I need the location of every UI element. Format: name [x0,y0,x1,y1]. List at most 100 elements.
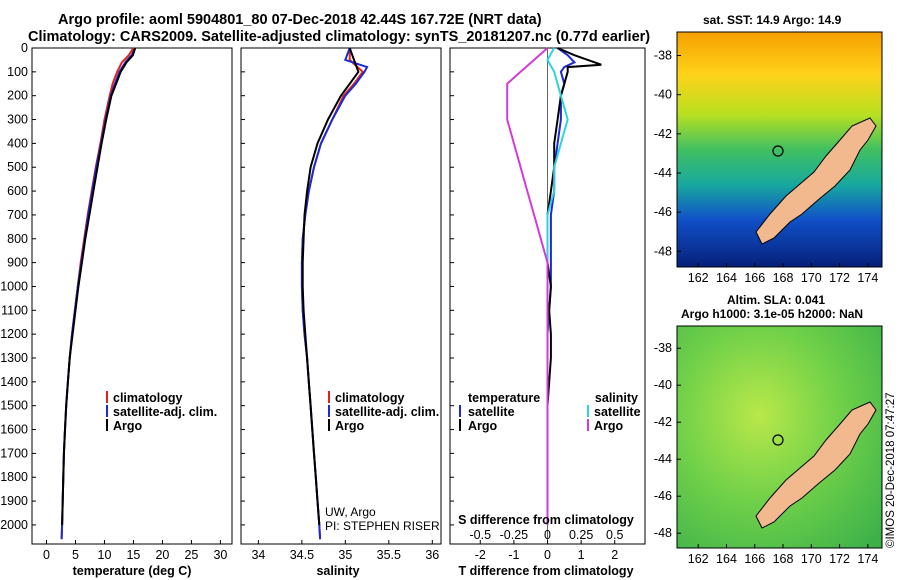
depth-tick-label: 200 [7,89,28,103]
map-x-tick-label: 168 [773,271,794,285]
depth-tick-label: 1800 [0,470,28,484]
map-x-tick-label: 170 [801,271,822,285]
map-y-tick-label: -44 [654,452,672,466]
legend-satellite: satellite-adj. clim. [113,405,217,419]
legend-argo: Argo [113,419,143,433]
legend-satellite: satellite-adj. clim. [335,405,439,419]
x-tick-label: 15 [126,548,140,562]
map-y-tick-label: -42 [654,415,672,429]
legend-swatch-temp-argo [459,419,461,431]
map-y-tick-label: -40 [654,88,672,102]
legend-swatch-satellite [106,405,108,417]
depth-tick-label: 1000 [0,279,28,293]
series-line-salinity-argo [506,47,549,525]
series-line-argo [61,47,137,525]
sst-map-title: sat. SST: 14.9 Argo: 14.9 [703,13,842,27]
x-tick-label: 1 [578,548,585,562]
x-tick-label: -1 [508,548,519,562]
x-tick-label: 20 [155,548,169,562]
depth-tick-label: 0 [21,41,28,55]
map-y-tick-label: -40 [654,378,672,392]
legend-climatology: climatology [335,391,405,405]
legend-sal-satellite: satellite [594,405,641,419]
salinity-annotation-line1: UW, Argo [325,505,376,519]
copyright: ©IMOS 20-Dec-2018 07:47:27 [885,392,897,548]
float-marker [772,145,784,157]
x-tick-label: 30 [213,548,227,562]
map-y-tick-label: -46 [654,489,672,503]
map-ticks: 162 164 166 168 170 172 174 -38 -40 -42 -44 -46 -48 1… [654,49,878,567]
legend-swatch-argo [328,419,330,431]
map-y-tick-label: -38 [654,49,672,63]
legend-argo: Argo [335,419,365,433]
depth-tick-label: 1400 [0,375,28,389]
legend-temp-argo: Argo [468,419,498,433]
map-x-tick-label: 170 [801,552,822,566]
s-tick-label: -0.25 [500,528,529,542]
temperature-legend: climatology satellite-adj. clim. Argo [106,391,217,433]
depth-tick-label: 1900 [0,494,28,508]
salinity-xlabel: salinity [316,564,359,578]
map-y-tick-label: -42 [654,127,672,141]
depth-tick-label: 1200 [0,327,28,341]
legend-swatch-sal-satellite [587,405,589,417]
float-marker [772,434,784,446]
temperature-panel: 0 5 10 15 20 25 30 [43,47,227,562]
coastline [755,401,877,529]
series-line-argo [301,47,360,525]
legend-climatology: climatology [113,391,183,405]
legend-swatch-temp-satellite [459,405,461,417]
map-y-tick-label: -46 [654,205,672,219]
x-tick-label: 5 [72,548,79,562]
map-y-tick-label: -48 [654,244,672,258]
depth-tick-label: 1500 [0,399,28,413]
s-tick-label: 0.5 [606,528,623,542]
sla-map-frame [676,325,883,549]
depth-tick-label: 400 [7,136,28,150]
x-tick-label: 25 [184,548,198,562]
depth-tick-label: 600 [7,184,28,198]
title-line-1: Argo profile: aoml 5904801_80 07-Dec-201… [58,12,542,28]
legend-temp-satellite: satellite [468,405,515,419]
depth-tick-label: 800 [7,232,28,246]
legend-salinity-header: salinity [595,391,638,405]
difference-xlabel: T difference from climatology [458,564,633,578]
s-tick-label: 0 [544,528,551,542]
depth-tick-label: 1300 [0,351,28,365]
map-x-tick-label: 168 [773,552,794,566]
sla-map-title-line1: Altim. SLA: 0.041 [727,293,826,307]
s-tick-label: -0.5 [469,528,491,542]
sla-map [677,326,882,548]
sst-map-frame [676,31,883,268]
title-line-2: Climatology: CARS2009. Satellite-adjuste… [28,29,651,45]
legend-swatch-argo [106,419,108,431]
depth-tick-label: 1700 [0,446,28,460]
depth-tick-label: 300 [7,113,28,127]
depth-tick-label: 1100 [1,303,28,317]
legend-sal-argo: Argo [594,419,624,433]
x-tick-label: 0 [544,548,551,562]
map-x-tick-label: 174 [857,552,878,566]
s-tick-label: 0.25 [569,528,593,542]
x-tick-label: 2 [611,548,618,562]
legend-swatch-sal-argo [587,419,589,431]
map-x-tick-label: 172 [829,552,850,566]
salinity-legend: climatology satellite-adj. clim. Argo UW… [325,391,440,533]
map-x-tick-label: 166 [744,271,765,285]
map-x-tick-label: 174 [857,271,878,285]
legend-swatch-climatology [328,391,330,403]
x-tick-label: 34 [251,548,265,562]
map-x-tick-label: 172 [829,271,850,285]
x-tick-label: 35 [338,548,352,562]
map-y-tick-label: -44 [654,166,672,180]
depth-tick-label: 1600 [0,423,28,437]
legend-temperature-header: temperature [468,391,540,405]
map-x-tick-label: 166 [744,552,765,566]
depth-tick-label: 500 [7,160,28,174]
sla-map-title-line2: Argo h1000: 3.1e-05 h2000: NaN [681,307,864,321]
temperature-xlabel: temperature (deg C) [73,564,192,578]
depth-tick-label: 900 [7,256,28,270]
salinity-annotation-line2: PI: STEPHEN RISER [325,519,440,533]
